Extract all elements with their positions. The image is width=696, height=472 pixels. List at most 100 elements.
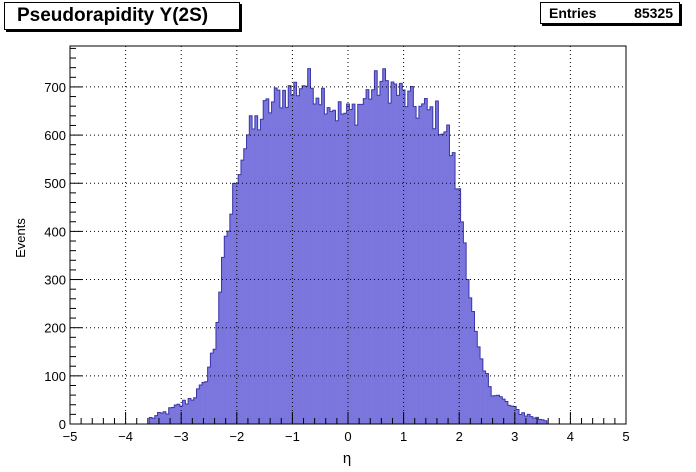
- y-tick-label: 0: [59, 417, 66, 432]
- x-tick-label: 2: [456, 429, 463, 444]
- histogram-bar: [510, 406, 514, 424]
- histogram-bar: [288, 85, 292, 425]
- histogram-bar: [182, 400, 186, 424]
- histogram-bar: [238, 174, 242, 424]
- histogram-bar: [518, 414, 523, 424]
- y-tick-label: 100: [44, 369, 66, 384]
- histogram-bar: [360, 104, 364, 424]
- y-tick-label: 200: [44, 321, 66, 336]
- histogram-bar: [199, 384, 203, 424]
- histogram-bar: [349, 109, 353, 424]
- x-tick-label: −5: [63, 429, 78, 444]
- histogram-bar: [452, 152, 456, 424]
- y-tick-label: 500: [44, 176, 66, 191]
- y-tick-label: 300: [44, 273, 66, 288]
- histogram-bar: [338, 101, 342, 425]
- histogram-bar: [218, 292, 222, 424]
- histogram-bar: [168, 407, 172, 424]
- histogram-bar: [435, 101, 439, 424]
- histogram-bar: [410, 86, 414, 424]
- histogram-bar: [324, 113, 328, 424]
- histogram-bar: [341, 114, 345, 425]
- x-tick-label: 5: [622, 429, 629, 444]
- histogram-bar: [368, 99, 372, 424]
- histogram-bar: [177, 404, 181, 424]
- chart-title-box: Pseudorapidity Υ(2S): [4, 2, 240, 30]
- x-axis-label: η: [343, 450, 351, 467]
- histogram-bar: [530, 416, 534, 424]
- histogram-bar: [388, 103, 392, 424]
- histogram-bar: [496, 395, 500, 424]
- histogram-bar: [449, 155, 453, 424]
- histogram-bar: [254, 115, 258, 424]
- histogram-bar: [160, 413, 164, 424]
- histogram-bar: [196, 388, 200, 424]
- histogram-bar: [346, 103, 350, 425]
- histogram-bar: [527, 414, 531, 424]
- x-tick-label: 3: [511, 429, 518, 444]
- histogram-bar: [243, 148, 247, 424]
- histogram-bar: [413, 106, 417, 424]
- histogram-bar: [332, 110, 336, 424]
- histogram-bar: [446, 125, 450, 424]
- histogram-bar: [507, 405, 511, 424]
- histogram-bar: [471, 311, 475, 424]
- histogram-bar: [304, 86, 308, 424]
- histogram-bar: [416, 118, 420, 425]
- histogram-bar: [385, 80, 389, 424]
- histogram-bar: [260, 119, 264, 424]
- histogram-bar: [271, 101, 275, 424]
- histogram-bar: [149, 417, 153, 424]
- histogram-bar: [188, 398, 192, 424]
- histogram-bar: [246, 134, 250, 425]
- histogram-bar: [516, 409, 520, 424]
- stats-box: Entries 85325: [540, 2, 680, 24]
- histogram-bar: [152, 418, 156, 424]
- histogram-bar: [185, 403, 189, 424]
- histogram-bar: [455, 188, 459, 424]
- histogram-bar: [443, 131, 447, 424]
- histogram-bar: [213, 349, 217, 424]
- histogram-outline: [148, 68, 548, 424]
- histogram-bar: [521, 412, 525, 424]
- histogram-bar: [268, 112, 272, 424]
- histogram-bar: [502, 399, 506, 424]
- histogram-bar: [432, 128, 436, 424]
- histogram-bar: [313, 103, 317, 424]
- histogram-bar: [485, 373, 489, 424]
- y-tick-label: 400: [44, 224, 66, 239]
- histogram-bar: [352, 104, 356, 424]
- histogram-bar: [430, 106, 434, 424]
- histogram-bar: [224, 236, 228, 424]
- y-axis-label: Events: [13, 218, 28, 258]
- histogram-bar: [293, 82, 297, 424]
- histogram-bar: [154, 415, 158, 424]
- histogram-bar: [215, 322, 220, 424]
- stats-entries-label: Entries: [549, 5, 597, 21]
- histogram-bar: [265, 98, 270, 425]
- histogram-bar: [202, 382, 206, 424]
- stats-entries-value: 85325: [634, 5, 673, 21]
- histogram-bar: [366, 89, 370, 425]
- histogram-bar: [371, 89, 375, 424]
- chart-title: Pseudorapidity Υ(2S): [17, 5, 209, 26]
- histogram-bar: [393, 84, 397, 424]
- x-tick-label: 0: [344, 429, 351, 444]
- histogram-bar: [441, 134, 445, 424]
- histogram-bar: [474, 331, 478, 424]
- histogram-bar: [404, 106, 409, 424]
- x-tick-label: 4: [567, 429, 574, 444]
- histogram-bar: [210, 353, 214, 424]
- histogram-bar: [257, 129, 261, 425]
- histogram-bar: [302, 85, 306, 425]
- histogram-bar: [229, 214, 233, 424]
- histogram-bar: [407, 91, 411, 425]
- histogram-bar: [277, 90, 281, 425]
- histogram-bar: [240, 160, 245, 424]
- histogram-bar: [318, 104, 322, 424]
- histogram-bar: [391, 81, 395, 425]
- histogram-bar: [282, 90, 286, 424]
- histogram-bar: [377, 95, 381, 424]
- histogram-bar: [174, 405, 178, 424]
- histogram-bar: [227, 231, 231, 424]
